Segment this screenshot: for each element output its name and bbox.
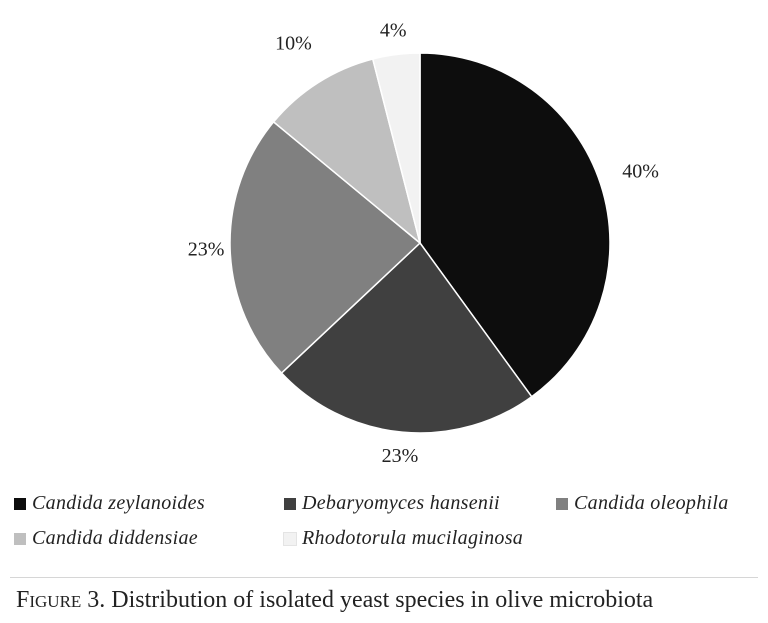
pie-label-debaryomyces-hansenii: 23% xyxy=(382,445,419,467)
pie-slices xyxy=(229,52,611,434)
legend-swatch xyxy=(556,497,568,510)
pie-label-candida-zeylanoides: 40% xyxy=(622,160,659,182)
legend-swatch xyxy=(14,497,26,510)
pie-labels: 40% 23% 23% 10% 4% xyxy=(188,20,659,467)
legend-item-rhodotorula-mucilaginosa: Rhodotorula mucilaginosa xyxy=(283,527,556,550)
legend-item-debaryomyces-hansenii: Debaryomyces hansenii xyxy=(284,492,556,515)
pie-label-candida-diddensiae: 10% xyxy=(275,33,312,55)
pie-slice-rhodotorula-mucilaginosa xyxy=(371,52,421,244)
pie-slice-candida-diddensiae xyxy=(272,58,422,246)
figure-word: Figure xyxy=(16,587,82,613)
legend: Candida zeylanoides Debaryomyces hanseni… xyxy=(14,492,764,550)
pie-slice-debaryomyces-hansenii xyxy=(280,241,533,434)
legend-label: Candida zeylanoides xyxy=(32,492,205,514)
legend-swatch xyxy=(284,497,296,510)
legend-item-candida-oleophila: Candida oleophila xyxy=(556,492,756,515)
figure-caption: Figure 3. Distribution of isolated yeast… xyxy=(16,587,653,614)
pie-slice-candida-zeylanoides xyxy=(419,52,611,398)
pie-slice-candida-oleophila xyxy=(229,120,422,375)
pie-chart: 40% 23% 23% 10% 4% xyxy=(188,20,659,467)
legend-item-candida-diddensiae: Candida diddensiae xyxy=(14,527,284,550)
legend-swatch xyxy=(283,531,297,546)
legend-swatch xyxy=(14,532,26,545)
legend-label: Rhodotorula mucilaginosa xyxy=(302,527,524,549)
figure-number: 3. xyxy=(87,587,106,613)
pie-label-candida-oleophila: 23% xyxy=(188,239,225,261)
caption-text: Distribution of isolated yeast species i… xyxy=(111,587,654,613)
legend-label: Candida oleophila xyxy=(574,492,729,514)
legend-item-candida-zeylanoides: Candida zeylanoides xyxy=(14,492,284,515)
pie-label-rhodotorula-mucilaginosa: 4% xyxy=(380,20,407,42)
legend-label: Debaryomyces hansenii xyxy=(302,492,500,514)
legend-label: Candida diddensiae xyxy=(32,527,198,549)
caption-divider xyxy=(10,577,758,578)
